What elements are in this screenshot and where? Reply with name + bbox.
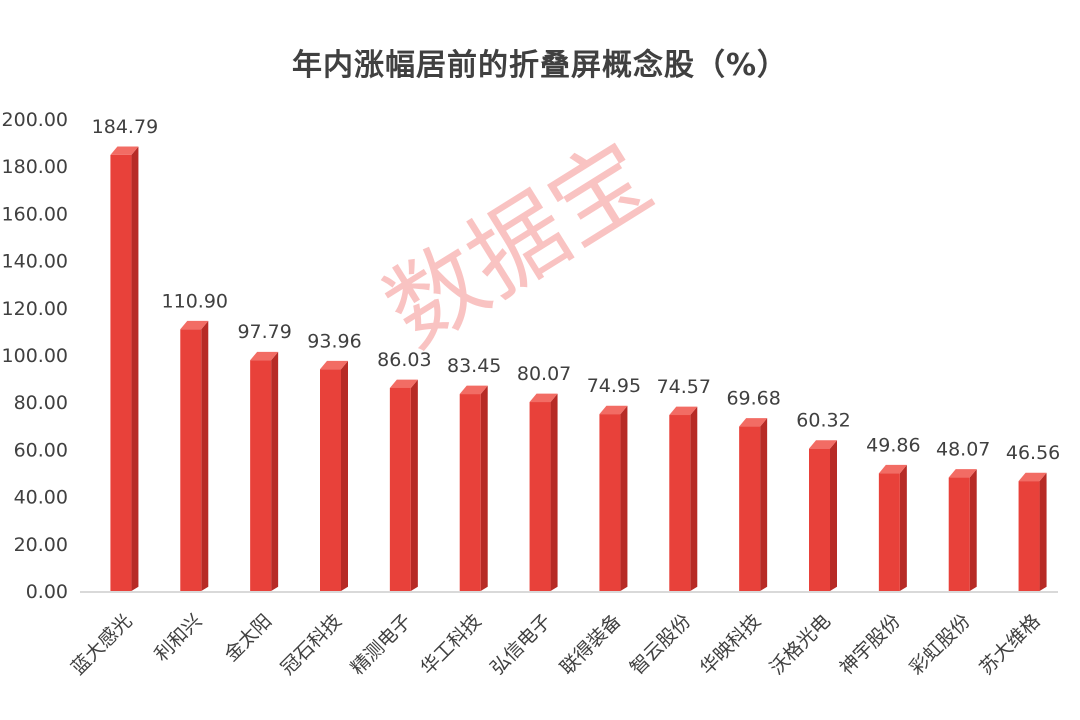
bar-top [669, 406, 698, 416]
data-label: 74.95 [587, 375, 641, 397]
bar [878, 473, 900, 591]
bar-group [599, 405, 628, 591]
bar-top [599, 405, 628, 415]
bar-top [110, 146, 139, 155]
x-tick-label: 智云股份 [626, 610, 695, 679]
bar-group [110, 146, 139, 591]
y-tick-label: 20.00 [14, 534, 68, 556]
data-label: 110.90 [162, 290, 228, 312]
x-tick-label: 华工科技 [416, 610, 485, 679]
y-tick-label: 120.00 [2, 298, 68, 320]
bar-group [389, 379, 418, 591]
bar-side [131, 146, 139, 591]
bar-side [480, 385, 488, 591]
bar-top [1018, 472, 1047, 482]
bar-side [830, 440, 837, 591]
bar-top [320, 360, 348, 370]
bar-group [669, 406, 698, 591]
bar-group [459, 385, 488, 591]
bar [739, 426, 761, 591]
data-label: 184.79 [92, 116, 158, 138]
data-label: 86.03 [377, 349, 431, 371]
x-tick-label: 华映科技 [696, 610, 765, 679]
bar-side [341, 360, 348, 591]
y-tick-label: 140.00 [2, 251, 68, 273]
bar-side [899, 464, 907, 591]
x-tick-label: 精测电子 [347, 610, 416, 679]
bar-side [550, 393, 558, 591]
data-label: 69.68 [726, 388, 780, 410]
bar-group [878, 464, 907, 591]
x-tick-label: 弘信电子 [486, 610, 555, 679]
data-label: 93.96 [307, 330, 361, 352]
bar [459, 394, 481, 591]
x-tick-label: 金太阳 [220, 610, 276, 666]
y-tick-label: 60.00 [14, 439, 68, 461]
chart-title: 年内涨幅居前的折叠屏概念股（%） [291, 48, 789, 83]
bar-group [180, 320, 209, 591]
bar [110, 154, 132, 591]
y-tick-label: 80.00 [14, 392, 68, 414]
y-tick-label: 200.00 [2, 109, 68, 131]
bar [389, 387, 411, 591]
bar-group [739, 418, 768, 591]
data-label: 46.56 [1006, 442, 1060, 464]
bar [599, 414, 621, 591]
bar-top [878, 464, 907, 474]
bar-side [620, 405, 628, 591]
bar [809, 448, 830, 591]
x-tick-label: 沃格光电 [766, 610, 835, 679]
bar-side [410, 379, 418, 591]
y-tick-label: 100.00 [2, 345, 68, 367]
x-tick-label: 彩虹股份 [905, 610, 974, 679]
data-label: 48.07 [936, 439, 990, 461]
x-tick-label: 联得装备 [556, 610, 625, 679]
bar-group [320, 360, 348, 591]
bar-top [389, 379, 418, 388]
bar-top [180, 320, 209, 330]
bar-side [690, 406, 698, 591]
bar-top [739, 418, 768, 427]
bar [320, 369, 341, 591]
y-tick-label: 160.00 [2, 203, 68, 225]
bar [948, 477, 970, 591]
bar [669, 415, 691, 591]
x-tick-label: 神宇股份 [836, 610, 905, 679]
x-tick-label: 蓝大感光 [67, 610, 136, 679]
data-label: 83.45 [447, 355, 501, 377]
data-label: 74.57 [657, 376, 711, 398]
bar-side [1039, 472, 1047, 591]
bar-group [1018, 472, 1047, 591]
bar-group [250, 351, 279, 591]
bar-top [529, 393, 558, 403]
x-tick-label: 冠石科技 [277, 610, 346, 679]
bar-side [760, 418, 768, 591]
bar-top [459, 385, 488, 395]
bar [250, 360, 272, 591]
bar-top [948, 469, 977, 478]
bar-side [271, 351, 279, 591]
bar-side [201, 320, 209, 591]
data-label: 80.07 [517, 363, 571, 385]
bar [180, 329, 202, 591]
x-tick-label: 利和兴 [150, 610, 206, 666]
data-label: 49.86 [866, 434, 920, 456]
y-tick-label: 180.00 [2, 156, 68, 178]
bar-top [250, 351, 279, 361]
x-tick-label: 苏大维格 [975, 610, 1044, 679]
data-label: 97.79 [237, 321, 291, 343]
bar [529, 402, 551, 591]
bar-group [529, 393, 558, 591]
y-tick-label: 40.00 [14, 487, 68, 509]
bar-group [948, 469, 977, 591]
bar-top [809, 440, 837, 449]
bar-side [969, 469, 977, 591]
y-tick-label: 0.00 [26, 581, 68, 603]
bar [1018, 481, 1040, 591]
data-label: 60.32 [796, 410, 850, 432]
bar-group [809, 440, 837, 591]
